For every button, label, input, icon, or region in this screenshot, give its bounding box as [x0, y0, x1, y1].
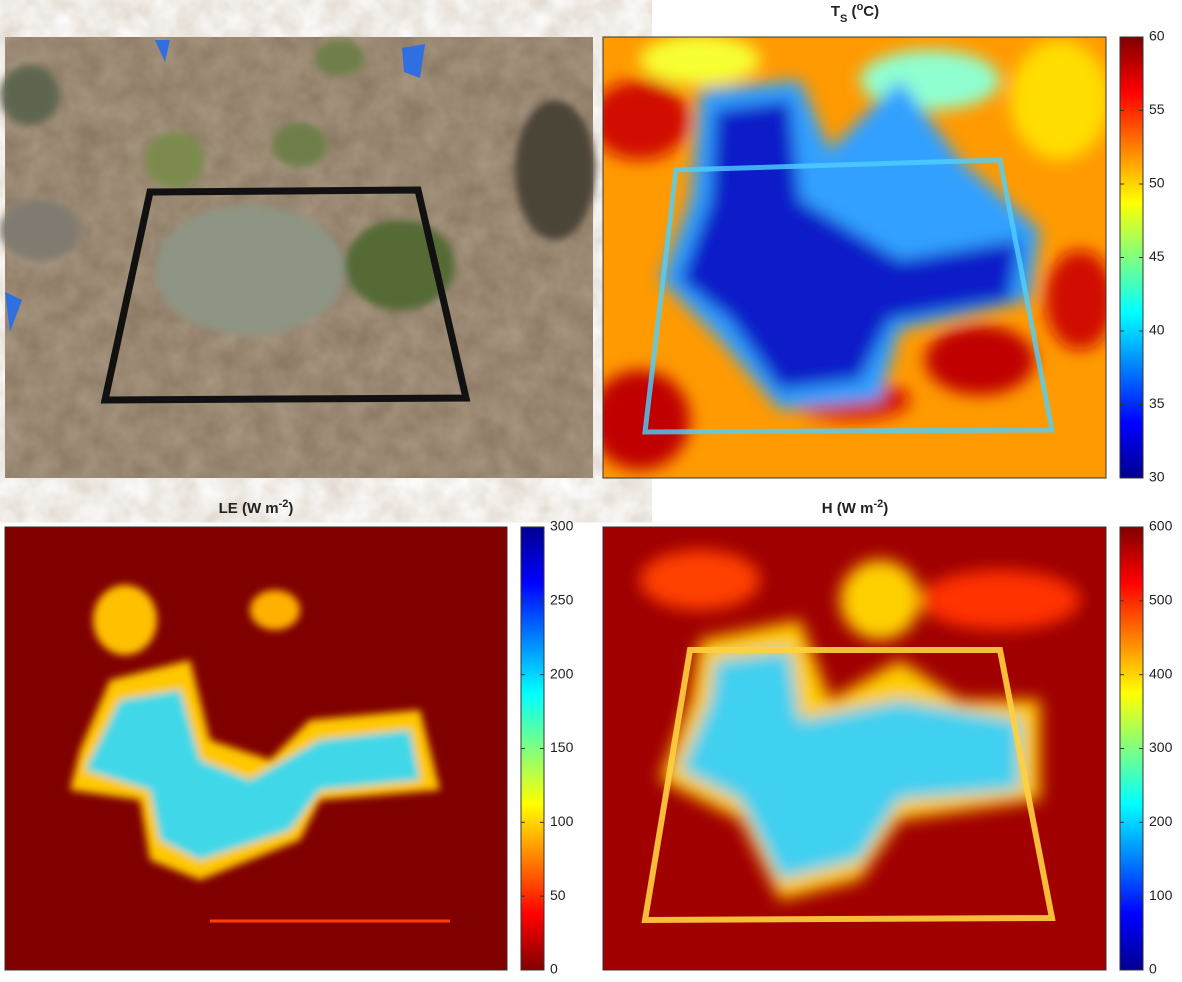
- colorbar-tick-label: 400: [1149, 665, 1173, 681]
- colorbar-tick-label: 500: [1149, 592, 1173, 608]
- h-image: [603, 527, 1106, 970]
- colorbar-tick-label: 200: [1149, 813, 1173, 829]
- colorbar-tick-label: 60: [1149, 28, 1165, 44]
- title-part: o: [857, 1, 864, 13]
- panel-title: H (W m-2): [822, 498, 888, 517]
- panel-title: TS (oC): [831, 1, 879, 25]
- title-part: ): [288, 500, 293, 517]
- colorbar-tick-label: 0: [550, 961, 558, 977]
- title-part: T: [831, 3, 840, 20]
- title-part: H (W m: [822, 500, 874, 517]
- le-image: [5, 527, 507, 970]
- panel-title: LE (W m-2): [219, 498, 294, 517]
- colorbar-tick-label: 250: [550, 592, 574, 608]
- colorbar-tick-label: 100: [550, 813, 574, 829]
- axes-frames: [4, 36, 1107, 971]
- colorbar-tick-label: 50: [1149, 175, 1165, 191]
- colorbar-tick-label: 200: [550, 665, 574, 681]
- title-part: S: [840, 13, 847, 25]
- title-part: -2: [279, 498, 289, 510]
- colorbar-tick-label: 0: [1149, 961, 1157, 977]
- colorbar-tick-label: 35: [1149, 395, 1165, 411]
- title-part: LE (W m: [219, 500, 279, 517]
- colorbar-tick-label: 150: [550, 739, 574, 755]
- title-part: ): [883, 500, 888, 517]
- ts-image: [603, 37, 1106, 478]
- colorbar-tick-label: 30: [1149, 469, 1165, 485]
- title-part: -2: [873, 498, 883, 510]
- colorbar-tick-label: 55: [1149, 101, 1165, 117]
- colorbar-tick-label: 45: [1149, 248, 1165, 264]
- colorbar-tick-label: 300: [1149, 739, 1173, 755]
- title-part: C): [863, 3, 879, 20]
- colorbar-tick-label: 600: [1149, 518, 1173, 534]
- field-photo: [0, 37, 595, 478]
- colorbar-tick-label: 100: [1149, 887, 1173, 903]
- title-part: (: [847, 3, 856, 20]
- colorbar-tick-label: 300: [550, 518, 574, 534]
- colorbar-tick-label: 50: [550, 887, 566, 903]
- colorbar-tick-label: 40: [1149, 322, 1165, 338]
